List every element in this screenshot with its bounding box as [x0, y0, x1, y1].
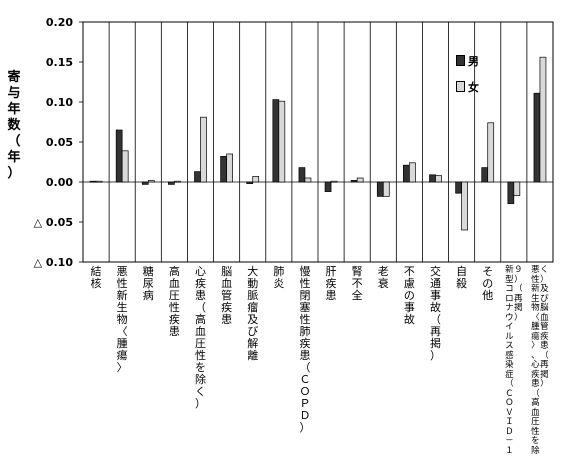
x-tick-label: 慢性閉塞性肺疾患（Ｃ Ｏ Ｐ Ｄ）: [299, 265, 311, 434]
x-tick-label: 大動脈瘤及び解離: [247, 265, 259, 362]
bar-male: [194, 171, 201, 183]
bar-female: [330, 180, 338, 183]
x-tick-label: く）及び脳血管疾患（再掲）: [540, 265, 549, 389]
bar-female: [95, 180, 103, 183]
legend-label: 男: [468, 55, 479, 68]
bar-female: [356, 177, 364, 183]
bar-female: [382, 181, 390, 197]
bar-female: [513, 181, 521, 196]
bar-male: [89, 180, 97, 183]
y-axis-label-char: （: [7, 134, 21, 149]
x-tick-label: 腎不全: [351, 265, 363, 302]
x-tick-label: 心疾患（高血圧性を除く）: [195, 265, 206, 410]
x-tick-label: 肺炎: [273, 265, 285, 290]
bar-female: [252, 176, 260, 183]
bar-female: [539, 56, 547, 183]
x-tick-label: 新型コロナウイルス感染症（Ｃ Ｏ Ｖ Ｉ Ｄ － １: [505, 265, 514, 456]
x-tick-label: 結核: [90, 265, 102, 290]
bar-female: [147, 180, 155, 183]
bar-female: [461, 181, 468, 231]
x-tick-label: 不慮の事故: [403, 265, 415, 326]
y-tick-label: △ 0.05: [34, 216, 73, 229]
bar-male: [141, 181, 149, 185]
bar-male: [246, 181, 254, 184]
bar-male: [507, 181, 515, 204]
x-tick-label: 悪性新生物〈腫瘍〉: [116, 265, 128, 374]
bar-female: [409, 162, 416, 183]
y-axis-label: 寄与年数（年）: [6, 70, 22, 182]
x-tick-label: 肝疾患: [325, 265, 337, 302]
x-tick-label: 高血圧性疾患: [168, 265, 180, 338]
bar-male: [324, 181, 332, 192]
y-axis-label-char: ）: [7, 166, 21, 181]
legend-label: 女: [468, 81, 479, 94]
y-tick-label: △ 0.10: [34, 256, 74, 269]
x-tick-label: 悪性新生物〈腫瘍〉、心疾患（高血圧性を除: [531, 265, 540, 456]
y-tick-label: 0.20: [46, 16, 73, 29]
bar-male: [376, 181, 384, 197]
bar-female: [226, 153, 233, 183]
legend-swatch: [456, 55, 465, 66]
y-axis-label-char: 与: [7, 86, 21, 101]
y-tick-label: 0.05: [46, 136, 73, 149]
bar-male: [272, 99, 280, 183]
x-tick-label: その他: [482, 265, 494, 302]
legend-swatch: [456, 81, 465, 92]
bar-female: [304, 177, 312, 183]
bar-male: [168, 181, 175, 185]
bar-female: [487, 122, 495, 183]
bar-female: [174, 180, 181, 183]
y-axis-label-char: 寄: [7, 70, 21, 85]
y-axis-label-char: 年: [7, 102, 21, 117]
x-tick-label: 老衰: [377, 265, 389, 290]
x-tick-label: 自殺: [456, 265, 468, 290]
y-tick-label: 0.00: [46, 176, 73, 189]
bar-male: [115, 129, 123, 183]
bar-female: [200, 116, 207, 183]
y-tick-label: 0.15: [46, 56, 73, 69]
bar-male: [403, 164, 410, 183]
y-tick-label: 0.10: [46, 96, 73, 109]
bar-male: [298, 167, 306, 183]
bar-male: [429, 174, 436, 183]
bar-female: [278, 100, 286, 183]
y-axis-label-char: 年: [7, 150, 21, 165]
x-tick-label: 交通事故（再掲）: [430, 265, 441, 362]
legend-item: 女: [456, 79, 479, 95]
bar-male: [455, 181, 462, 194]
bar-male: [481, 167, 489, 183]
bar-male: [533, 92, 541, 183]
x-tick-label: ９）（再掲）: [514, 265, 523, 323]
bar-male: [220, 156, 227, 183]
x-tick-label: 脳血管疾患: [221, 265, 233, 326]
bar-male: [350, 180, 358, 183]
x-tick-label: 糖尿病: [142, 265, 154, 302]
bar-female: [435, 175, 442, 183]
bar-female: [121, 150, 129, 183]
y-axis-label-char: 数: [7, 118, 21, 133]
legend-item: 男: [456, 53, 479, 69]
